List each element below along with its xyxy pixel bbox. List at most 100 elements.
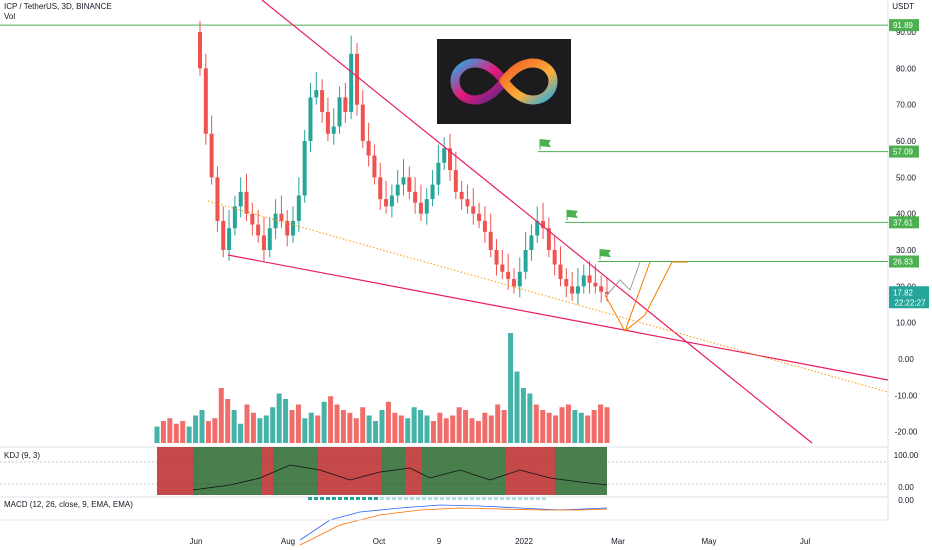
volume-bar [591, 410, 597, 443]
y-tick-label: 60.00 [896, 137, 917, 146]
volume-bar [482, 412, 488, 443]
macd-histogram-bar [362, 497, 366, 500]
y-tick-label: 50.00 [896, 173, 917, 182]
macd-histogram-bar [356, 497, 360, 500]
macd-histogram-bar [446, 497, 450, 500]
kdj-tick-label: 100.00 [894, 451, 919, 460]
level-label: 26.83 [893, 258, 914, 267]
volume-bar [238, 423, 244, 443]
candle-body [267, 228, 272, 250]
volume-bar [270, 407, 276, 443]
candle-body [511, 279, 516, 287]
flag-icon [566, 209, 579, 221]
candle-body [256, 224, 261, 236]
level-badge [889, 255, 919, 268]
volume-bar [205, 421, 211, 443]
symbol-title[interactable]: ICP / TetherUS, 3D, BINANCE [4, 2, 112, 11]
volume-bar [559, 407, 565, 443]
projection-path-3 [606, 261, 641, 296]
x-tick-label: Jun [190, 537, 203, 546]
candle-body [261, 235, 266, 250]
level-label: 91.89 [893, 21, 914, 30]
candle-body [279, 213, 284, 221]
volume-bar [366, 415, 372, 443]
candle-body [372, 155, 377, 178]
volume-bar [405, 418, 411, 443]
kdj-zone [273, 447, 318, 495]
candle-body [541, 220, 546, 229]
volume-bar [295, 404, 301, 443]
volume-bar [283, 399, 289, 443]
macd-histogram-bar [380, 497, 384, 500]
y-tick-label: 10.00 [896, 319, 917, 328]
volume-bar [231, 410, 237, 443]
kdj-indicator-label[interactable]: KDJ (9, 3) [4, 451, 41, 460]
candle-body [325, 111, 330, 134]
macd-histogram-bar [410, 497, 414, 500]
candle-body [418, 202, 423, 214]
macd-histogram-bar [404, 497, 408, 500]
candle-body [564, 279, 569, 287]
volume-bar [315, 415, 321, 443]
macd-histogram-bar [338, 497, 342, 500]
candle-body [354, 53, 359, 105]
candle-body [546, 228, 551, 250]
descending-resistance-line [261, 0, 813, 444]
y-tick-label: 70.00 [896, 101, 917, 110]
currency-label: USDT [892, 2, 914, 11]
volume-bar [167, 418, 173, 443]
volume-bar [353, 418, 359, 443]
candle-body [442, 148, 447, 163]
projection-path-2 [624, 261, 688, 332]
volume-bar [360, 407, 366, 443]
volume-bar [437, 412, 443, 443]
candle-body [395, 184, 400, 196]
candle-body [459, 191, 464, 200]
macd-histogram-bar [476, 497, 480, 500]
candle-body [384, 199, 389, 207]
volume-bar [572, 410, 578, 443]
volume-bar [578, 412, 584, 443]
candle-body [203, 68, 208, 134]
y-tick-label: -20.00 [895, 428, 918, 437]
candle-body [389, 195, 394, 207]
countdown-label: 22:22:27 [894, 298, 926, 307]
candle-body [401, 177, 406, 185]
x-tick-label: Jul [800, 537, 810, 546]
candle-body [378, 177, 383, 200]
x-tick-label: Mar [611, 537, 625, 546]
volume-bar [411, 407, 417, 443]
macd-indicator-label[interactable]: MACD (12, 26, close, 9, EMA, EMA) [4, 500, 133, 509]
volume-bar [321, 401, 327, 443]
volume-bar [418, 410, 424, 443]
candle-body [453, 170, 458, 192]
volume-bar [495, 404, 501, 443]
candle-body [349, 53, 354, 112]
candle-body [575, 286, 580, 294]
candle-body [250, 213, 255, 225]
candle-body [436, 162, 441, 185]
volume-bar [379, 410, 385, 443]
volume-bar [308, 412, 314, 443]
candle-body [430, 184, 435, 200]
candle-body [517, 271, 522, 287]
volume-bar [373, 421, 379, 443]
volume-bar [173, 423, 179, 443]
volume-bar [514, 371, 520, 443]
descending-support-line [227, 254, 889, 381]
candle-body [558, 264, 563, 280]
volume-bar [604, 407, 610, 443]
kdj-zone [262, 447, 273, 495]
y-tick-label: 0.00 [898, 355, 914, 364]
volume-bar [154, 426, 160, 443]
volume-bar [199, 410, 205, 443]
candle-body [221, 220, 226, 250]
candle-body [471, 206, 476, 214]
volume-bar [392, 412, 398, 443]
level-badge [889, 216, 919, 229]
level-badge [889, 19, 919, 32]
macd-histogram-bar [542, 497, 546, 500]
projection-path-1 [604, 261, 651, 333]
volume-label[interactable]: Vol [4, 12, 16, 21]
kdj-zone [555, 447, 607, 495]
